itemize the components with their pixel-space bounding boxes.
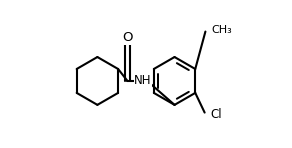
Text: Cl: Cl [211, 108, 223, 121]
Text: O: O [122, 31, 133, 44]
Text: CH₃: CH₃ [212, 25, 232, 35]
Text: NH: NH [134, 74, 152, 87]
